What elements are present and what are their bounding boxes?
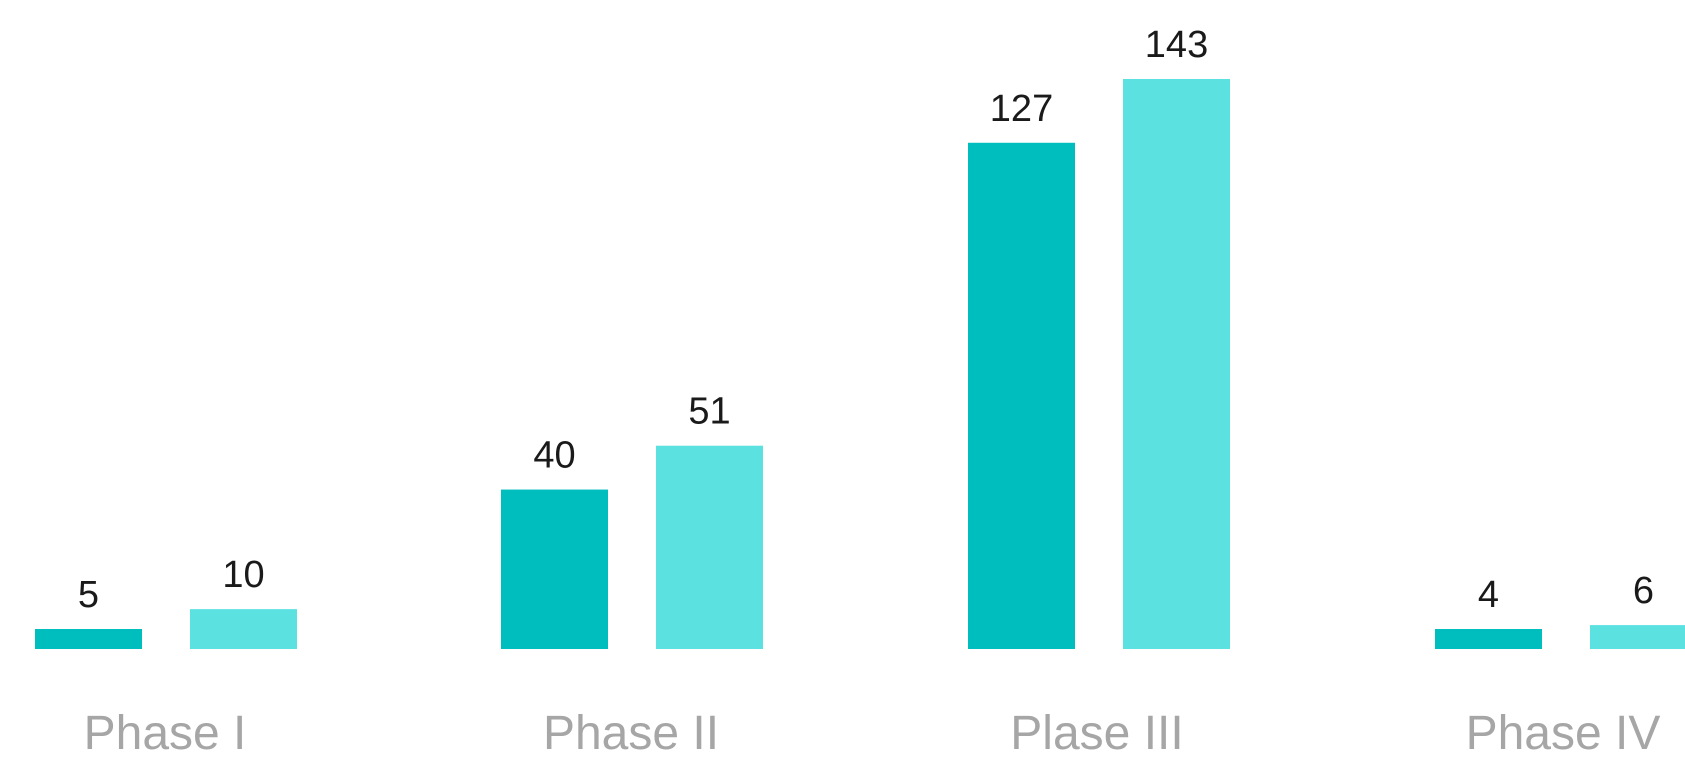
category-labels-layer: Phase I Phase II Plase III Phase IV [84,707,1661,759]
category-label: Phase IV [1466,707,1661,759]
bar-value-label: 5 [78,574,99,616]
bar-1-1 [35,629,142,649]
bars-layer [35,79,1685,649]
bar-value-label: 127 [990,88,1053,130]
category-label: Phase II [543,707,719,759]
bar-4-1 [1435,629,1542,649]
bar-2-2 [656,445,763,649]
bar-1-2 [190,609,297,649]
bar-value-label: 51 [688,391,730,433]
bar-2-1 [501,489,608,649]
bar-4-2 [1590,625,1685,649]
bar-value-label: 6 [1633,570,1654,612]
category-label: Plase III [1010,707,1183,759]
bar-3-1 [968,142,1075,649]
bar-value-label: 143 [1145,24,1208,66]
bar-value-label: 10 [222,554,264,596]
bar-value-label: 40 [533,435,575,477]
value-labels-layer: 5 10 40 51 127 143 4 6 [78,24,1654,616]
bar-3-2 [1123,79,1230,649]
category-label: Phase I [84,707,247,759]
bar-value-label: 4 [1478,574,1499,616]
